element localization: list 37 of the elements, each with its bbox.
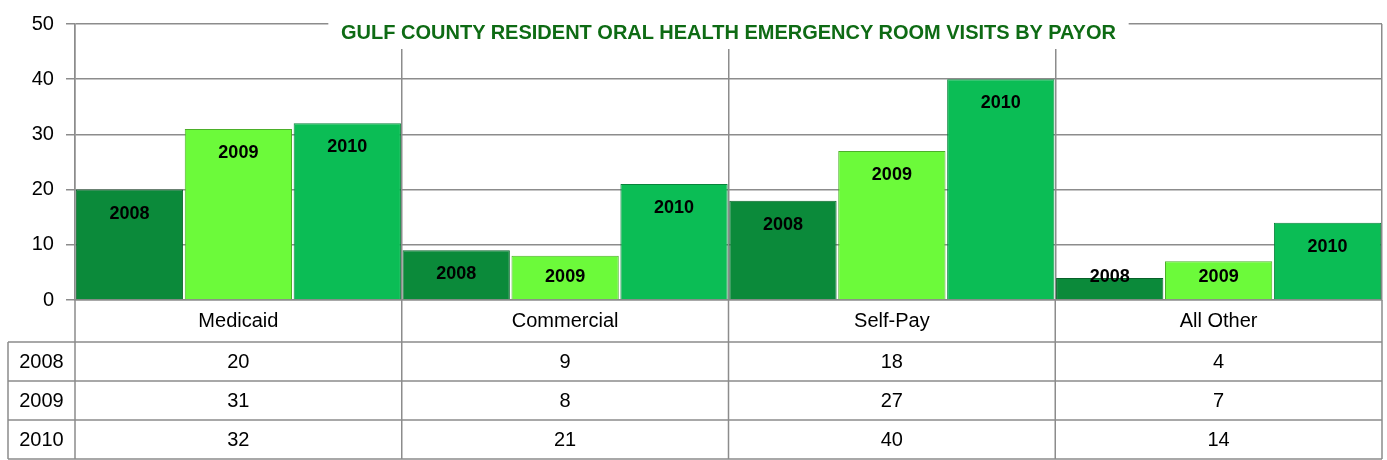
data-label: 20 [227, 350, 250, 373]
data-label: 8 [559, 389, 571, 412]
text: 2008 [762, 213, 803, 234]
series-label: 2010 [654, 197, 695, 218]
data-label: 7 [1213, 389, 1225, 412]
y-tick-label: 20 [31, 177, 54, 200]
y-tick-label: 40 [31, 66, 54, 89]
x-tick-label: All Other [1179, 308, 1258, 331]
data-label: 21 [554, 428, 577, 451]
text: 2009 [545, 266, 586, 287]
text: 2008 [436, 263, 477, 284]
y-tick-label: 0 [42, 287, 54, 310]
data-label: 4 [1213, 350, 1225, 373]
data-label: 40 [880, 428, 903, 451]
text: 2008 [109, 202, 150, 223]
data-label: 14 [1207, 428, 1230, 451]
text: 2009 [19, 389, 64, 412]
y-tick-label: 10 [31, 232, 54, 255]
data-label: 32 [227, 428, 250, 451]
x-tick-label: Commercial [511, 308, 619, 331]
text: 2010 [980, 92, 1021, 113]
data-label: 31 [227, 389, 250, 412]
text: 2010 [327, 136, 368, 157]
x-tick-label: Medicaid [198, 308, 279, 331]
y-tick-label: 30 [31, 121, 54, 144]
y-tick-label: 50 [31, 11, 54, 34]
data-label: 27 [880, 389, 903, 412]
text: 2010 [19, 428, 64, 451]
data-label: 18 [880, 350, 903, 373]
text: 2010 [1307, 235, 1348, 256]
text: 2009 [218, 141, 259, 162]
text: 2009 [871, 163, 912, 184]
x-tick-label: Self-Pay [854, 308, 930, 331]
series-label: 2009 [1198, 266, 1239, 287]
chart-title: GULF COUNTY RESIDENT ORAL HEALTH EMERGENCY ROOM VISITS BY PAYOR [341, 20, 1117, 43]
data-label: 9 [559, 350, 571, 373]
text: 2008 [19, 350, 64, 373]
